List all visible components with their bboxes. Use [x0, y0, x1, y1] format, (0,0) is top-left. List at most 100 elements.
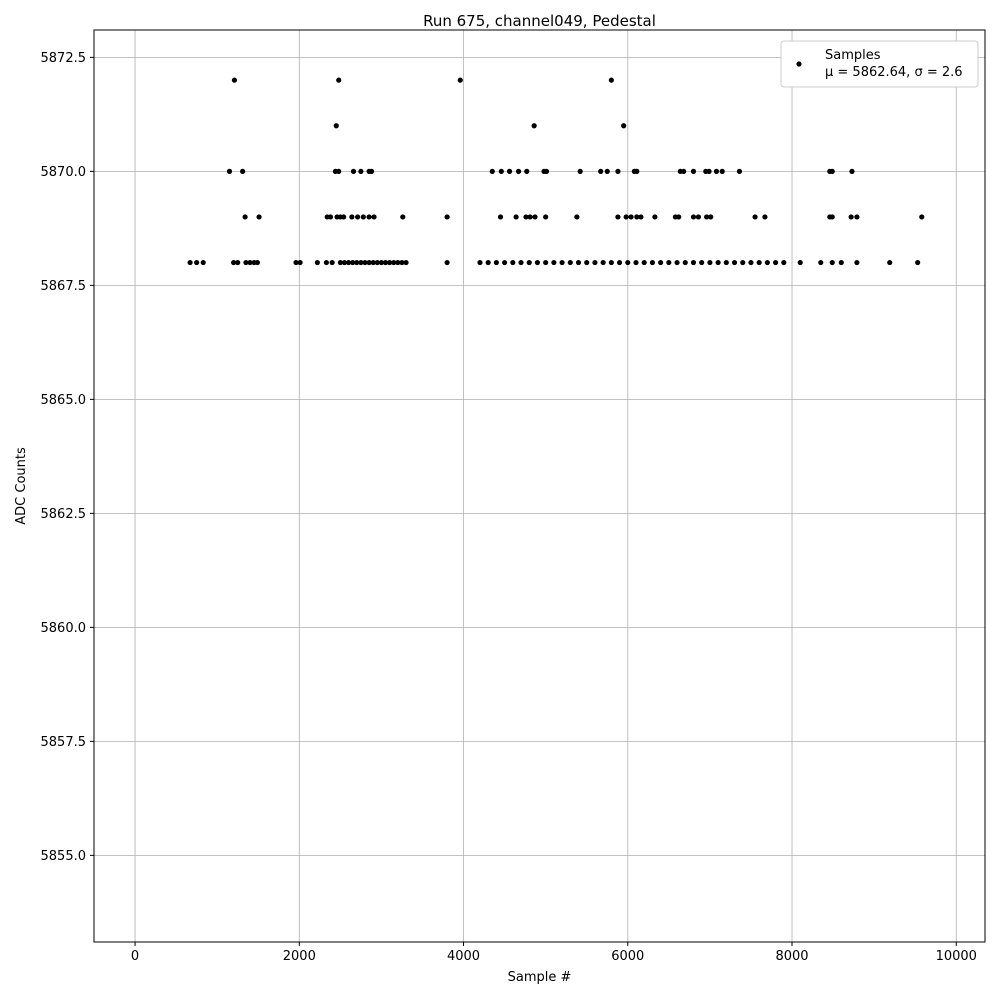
data-point	[360, 214, 366, 220]
data-point	[854, 259, 860, 266]
data-point	[838, 259, 844, 266]
data-point	[736, 168, 743, 174]
data-point	[527, 214, 533, 220]
x-tick-label: 4000	[447, 949, 480, 964]
data-point	[649, 259, 656, 266]
y-tick-label: 5867.5	[41, 279, 87, 294]
data-point	[600, 259, 606, 266]
data-point	[498, 168, 504, 174]
data-point	[493, 259, 499, 266]
data-point	[391, 259, 397, 266]
data-point	[395, 259, 401, 266]
data-point	[444, 259, 450, 266]
y-tick-label: 5857.5	[41, 735, 87, 750]
y-tick-label: 5860.0	[41, 621, 87, 636]
y-tick-label: 5862.5	[41, 507, 87, 522]
data-point	[772, 259, 779, 266]
data-point	[764, 259, 770, 266]
data-point	[400, 214, 406, 220]
legend-box	[780, 40, 979, 88]
data-point	[524, 168, 530, 174]
data-points	[187, 77, 925, 266]
data-point	[818, 259, 824, 266]
data-point	[518, 259, 524, 266]
data-point	[371, 214, 377, 220]
data-point	[341, 214, 347, 220]
data-point	[574, 214, 580, 220]
data-point	[681, 168, 687, 174]
data-point	[247, 259, 253, 266]
data-point	[682, 259, 688, 266]
data-point	[333, 123, 339, 129]
data-point	[254, 259, 261, 266]
data-point	[577, 168, 583, 174]
data-point	[543, 214, 549, 220]
data-point	[699, 259, 705, 266]
data-point	[707, 259, 713, 266]
data-point	[608, 77, 614, 83]
data-point	[293, 259, 299, 266]
data-point	[355, 214, 361, 220]
data-point	[854, 214, 860, 220]
data-point	[915, 259, 921, 266]
data-point	[337, 259, 343, 266]
data-point	[354, 259, 360, 266]
data-point	[575, 259, 582, 266]
data-point	[336, 77, 342, 83]
data-point	[489, 168, 495, 174]
data-point	[382, 259, 389, 266]
data-point	[723, 259, 729, 266]
data-point	[713, 168, 720, 174]
data-point	[240, 168, 246, 174]
data-point	[829, 168, 835, 174]
x-tick-label: 8000	[775, 949, 808, 964]
data-point	[256, 214, 262, 220]
data-point	[584, 259, 590, 266]
data-point	[235, 259, 241, 266]
y-tick-label: 5855.0	[41, 849, 87, 864]
data-point	[628, 214, 634, 220]
data-point	[485, 259, 491, 266]
legend: Samples μ = 5862.64, σ = 2.6	[780, 40, 979, 88]
data-point	[349, 214, 355, 220]
data-point	[242, 214, 248, 220]
data-point	[336, 168, 342, 174]
x-axis-label: Sample #	[508, 970, 572, 985]
data-point	[567, 259, 573, 266]
data-point	[350, 259, 356, 266]
data-point	[187, 259, 193, 266]
x-tick-label: 10000	[936, 949, 977, 964]
data-point	[526, 259, 532, 266]
data-point	[297, 259, 303, 266]
data-point	[616, 259, 623, 266]
data-point	[510, 259, 516, 266]
data-point	[748, 259, 754, 266]
data-point	[715, 259, 721, 266]
data-point	[314, 259, 320, 266]
data-point	[231, 259, 237, 266]
data-point	[634, 168, 640, 174]
x-tick-label: 2000	[283, 949, 316, 964]
data-point	[370, 259, 376, 266]
legend-marker	[796, 61, 802, 67]
data-point	[368, 168, 375, 174]
data-point	[690, 214, 697, 220]
data-point	[704, 214, 710, 220]
data-point	[329, 259, 335, 266]
data-point	[444, 214, 450, 220]
data-point	[608, 259, 614, 266]
data-point	[756, 259, 762, 266]
data-point	[513, 214, 519, 220]
data-point	[457, 77, 463, 83]
data-point	[623, 214, 629, 220]
data-point	[633, 259, 639, 266]
data-point	[200, 259, 206, 266]
y-tick-label: 5872.5	[41, 51, 87, 66]
data-point	[621, 123, 627, 129]
data-point	[849, 168, 855, 174]
data-point	[399, 259, 405, 266]
data-point	[243, 259, 249, 266]
data-point	[919, 214, 925, 220]
data-point	[676, 214, 682, 220]
